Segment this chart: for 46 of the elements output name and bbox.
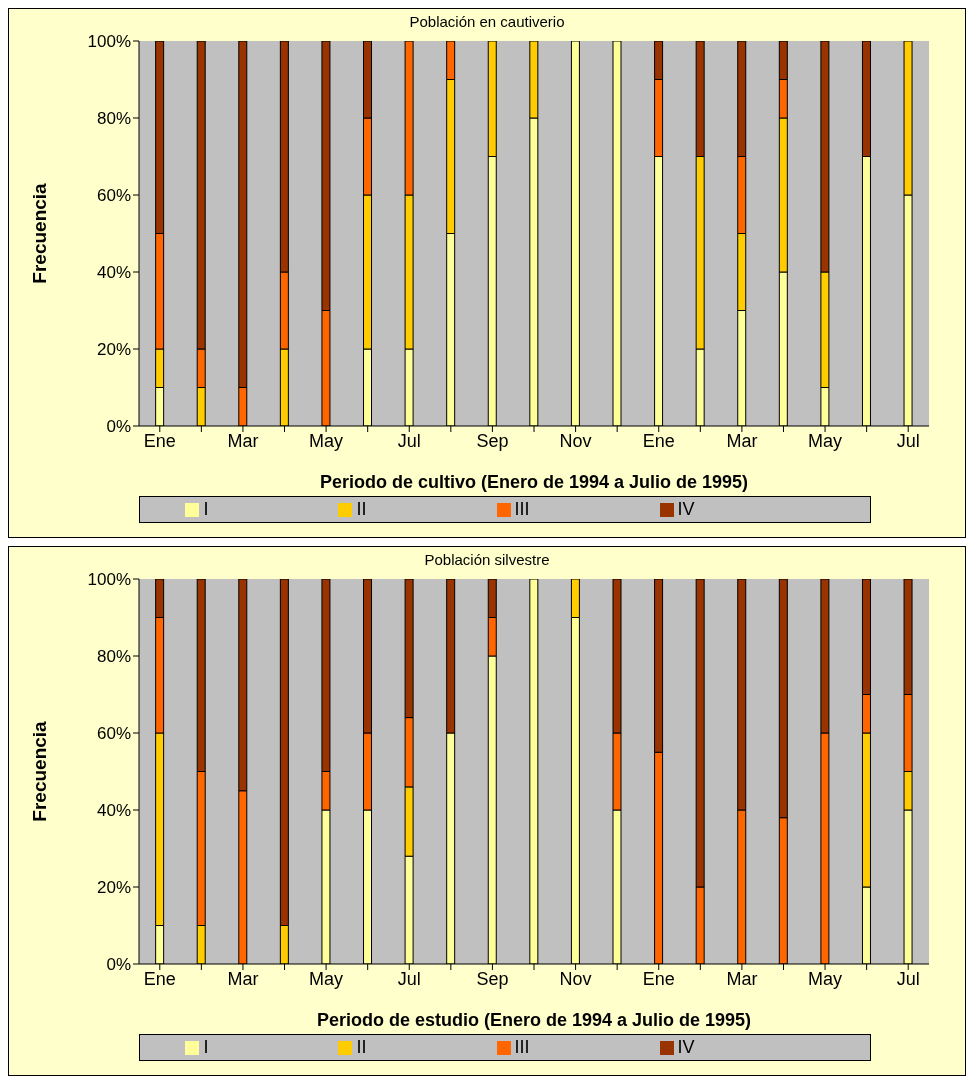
y-tick-label: 40%	[96, 801, 131, 821]
y-tick-label: 60%	[96, 724, 131, 744]
x-tick-label: May	[309, 968, 344, 989]
legend-label: I	[203, 1037, 209, 1057]
y-tick-label: 20%	[96, 878, 131, 898]
legend-label: III	[514, 1037, 530, 1057]
x-tick-label: Mar	[726, 430, 758, 451]
y-tick-label: 0%	[106, 417, 131, 437]
legend-label: IV	[677, 1037, 695, 1057]
legend-label: II	[356, 499, 367, 519]
y-tick-label: 100%	[87, 32, 131, 52]
x-tick-label: Sep	[476, 968, 509, 989]
x-tick-label: Ene	[143, 968, 176, 989]
x-tick-label: Jul	[397, 430, 421, 451]
y-tick-label: 20%	[96, 340, 131, 360]
x-tick-label: Ene	[642, 430, 675, 451]
y-tick-label: 80%	[96, 647, 131, 667]
y-tick-label: 60%	[96, 186, 131, 206]
x-axis-title: Periodo de cultivo (Enero de 1994 a Julio de 1995)	[319, 472, 749, 492]
x-tick-label: May	[808, 968, 843, 989]
y-tick-label: 40%	[96, 263, 131, 283]
x-tick-label: May	[808, 430, 843, 451]
y-tick-label: 0%	[106, 955, 131, 975]
x-tick-label: Ene	[143, 430, 176, 451]
x-tick-label: Jul	[896, 430, 920, 451]
legend-label: III	[514, 499, 530, 519]
x-tick-label: Mar	[227, 430, 259, 451]
x-tick-label: May	[309, 430, 344, 451]
x-tick-label: Mar	[726, 968, 758, 989]
x-axis-title: Periodo de estudio (Enero de 1994 a Julio de 1995)	[316, 1010, 752, 1030]
legend-label: IV	[677, 499, 695, 519]
legend-label: I	[203, 499, 209, 519]
y-axis-title: Frecuencia	[28, 720, 50, 822]
chart-title: Población silvestre	[423, 550, 551, 570]
x-tick-label: Jul	[397, 968, 421, 989]
chart-title: Población en cautiverio	[408, 12, 566, 32]
y-tick-label: 100%	[87, 570, 131, 590]
legend-label: II	[356, 1037, 367, 1057]
x-tick-label: Sep	[476, 430, 509, 451]
x-tick-label: Mar	[227, 968, 259, 989]
y-axis-title: Frecuencia	[28, 182, 50, 284]
x-tick-label: Jul	[896, 968, 920, 989]
x-tick-label: Nov	[559, 430, 592, 451]
y-tick-label: 80%	[96, 109, 131, 129]
x-tick-label: Nov	[559, 968, 592, 989]
x-tick-label: Ene	[642, 968, 675, 989]
